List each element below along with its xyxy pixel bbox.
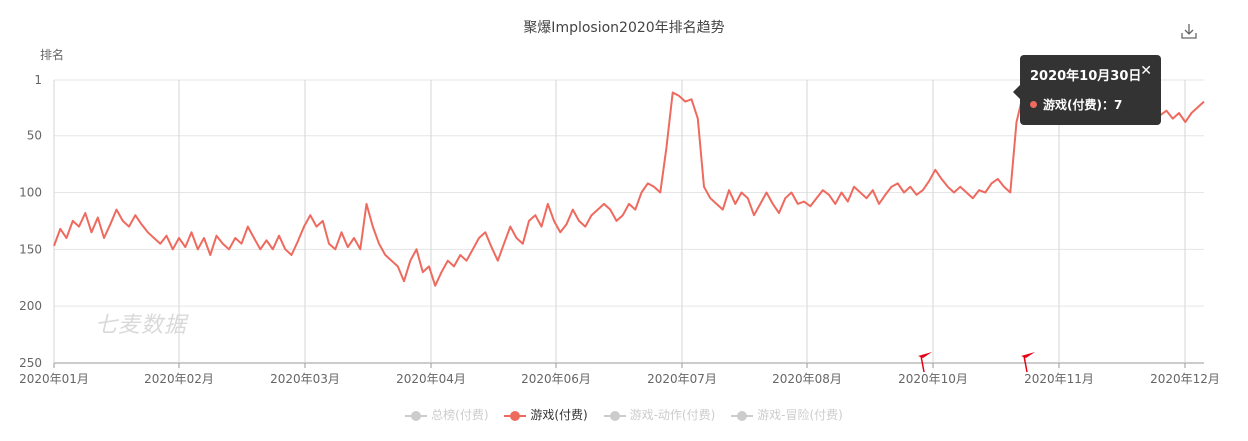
legend-label: 游戏(付费) <box>530 408 588 422</box>
x-tick-label: 2020年12月 <box>1150 372 1220 386</box>
legend-label: 总榜(付费) <box>431 408 489 422</box>
x-tick-label: 2020年11月 <box>1024 372 1094 386</box>
x-tick-label: 2020年01月 <box>19 372 89 386</box>
y-tick-label: 150 <box>19 242 42 256</box>
series-line-games-paid <box>53 87 1205 287</box>
close-icon[interactable]: ✕ <box>1140 63 1152 79</box>
x-tick-label: 2020年10月 <box>898 372 968 386</box>
y-tick-label: 250 <box>19 356 42 370</box>
x-tick-label: 2020年06月 <box>521 372 591 386</box>
download-icon[interactable] <box>1180 22 1198 40</box>
legend-item-games-paid[interactable]: 游戏(付费) <box>504 406 588 423</box>
event-flag-pole <box>1023 355 1028 373</box>
chart-legend: 总榜(付费) 游戏(付费) 游戏-动作(付费) 游戏-冒险(付费) <box>0 406 1248 423</box>
data-tooltip: 2020年10月30日 ✕ 游戏(付费)：7 <box>1020 55 1161 125</box>
event-flag-pole <box>920 355 925 373</box>
y-tick-label: 100 <box>19 186 42 200</box>
y-tick-label: 50 <box>27 129 42 143</box>
x-tick-label: 2020年08月 <box>772 372 842 386</box>
y-tick-label: 1 <box>34 73 42 87</box>
legend-label: 游戏-动作(付费) <box>629 408 716 422</box>
legend-item-action-paid[interactable]: 游戏-动作(付费) <box>603 406 716 423</box>
x-tick-label: 2020年07月 <box>647 372 717 386</box>
x-tick-label: 2020年04月 <box>396 372 466 386</box>
legend-item-adventure-paid[interactable]: 游戏-冒险(付费) <box>731 406 843 423</box>
legend-label: 游戏-冒险(付费) <box>757 408 843 422</box>
legend-marker-icon <box>731 410 754 421</box>
x-tick-label: 2020年02月 <box>144 372 214 386</box>
watermark: 七麦数据 <box>95 313 188 338</box>
tooltip-row: 游戏(付费)：7 <box>1030 96 1151 113</box>
legend-marker-icon <box>405 410 428 421</box>
x-tick-label: 2020年03月 <box>270 372 340 386</box>
tooltip-arrow <box>1013 85 1020 99</box>
tooltip-series-label: 游戏(付费)： <box>1043 98 1114 112</box>
series-dot-icon <box>1030 101 1037 108</box>
legend-item-total-paid[interactable]: 总榜(付费) <box>405 406 489 423</box>
legend-marker-icon <box>603 410 626 421</box>
chart-title: 聚爆Implosion2020年排名趋势 <box>523 20 725 36</box>
y-tick-label: 200 <box>19 299 42 313</box>
y-axis-label: 排名 <box>40 48 65 62</box>
event-flag-icon <box>1021 352 1035 358</box>
tooltip-value: 7 <box>1113 98 1123 112</box>
tooltip-title: 2020年10月30日 <box>1030 69 1142 84</box>
legend-marker-icon <box>504 410 527 421</box>
event-flag-icon <box>918 352 932 358</box>
